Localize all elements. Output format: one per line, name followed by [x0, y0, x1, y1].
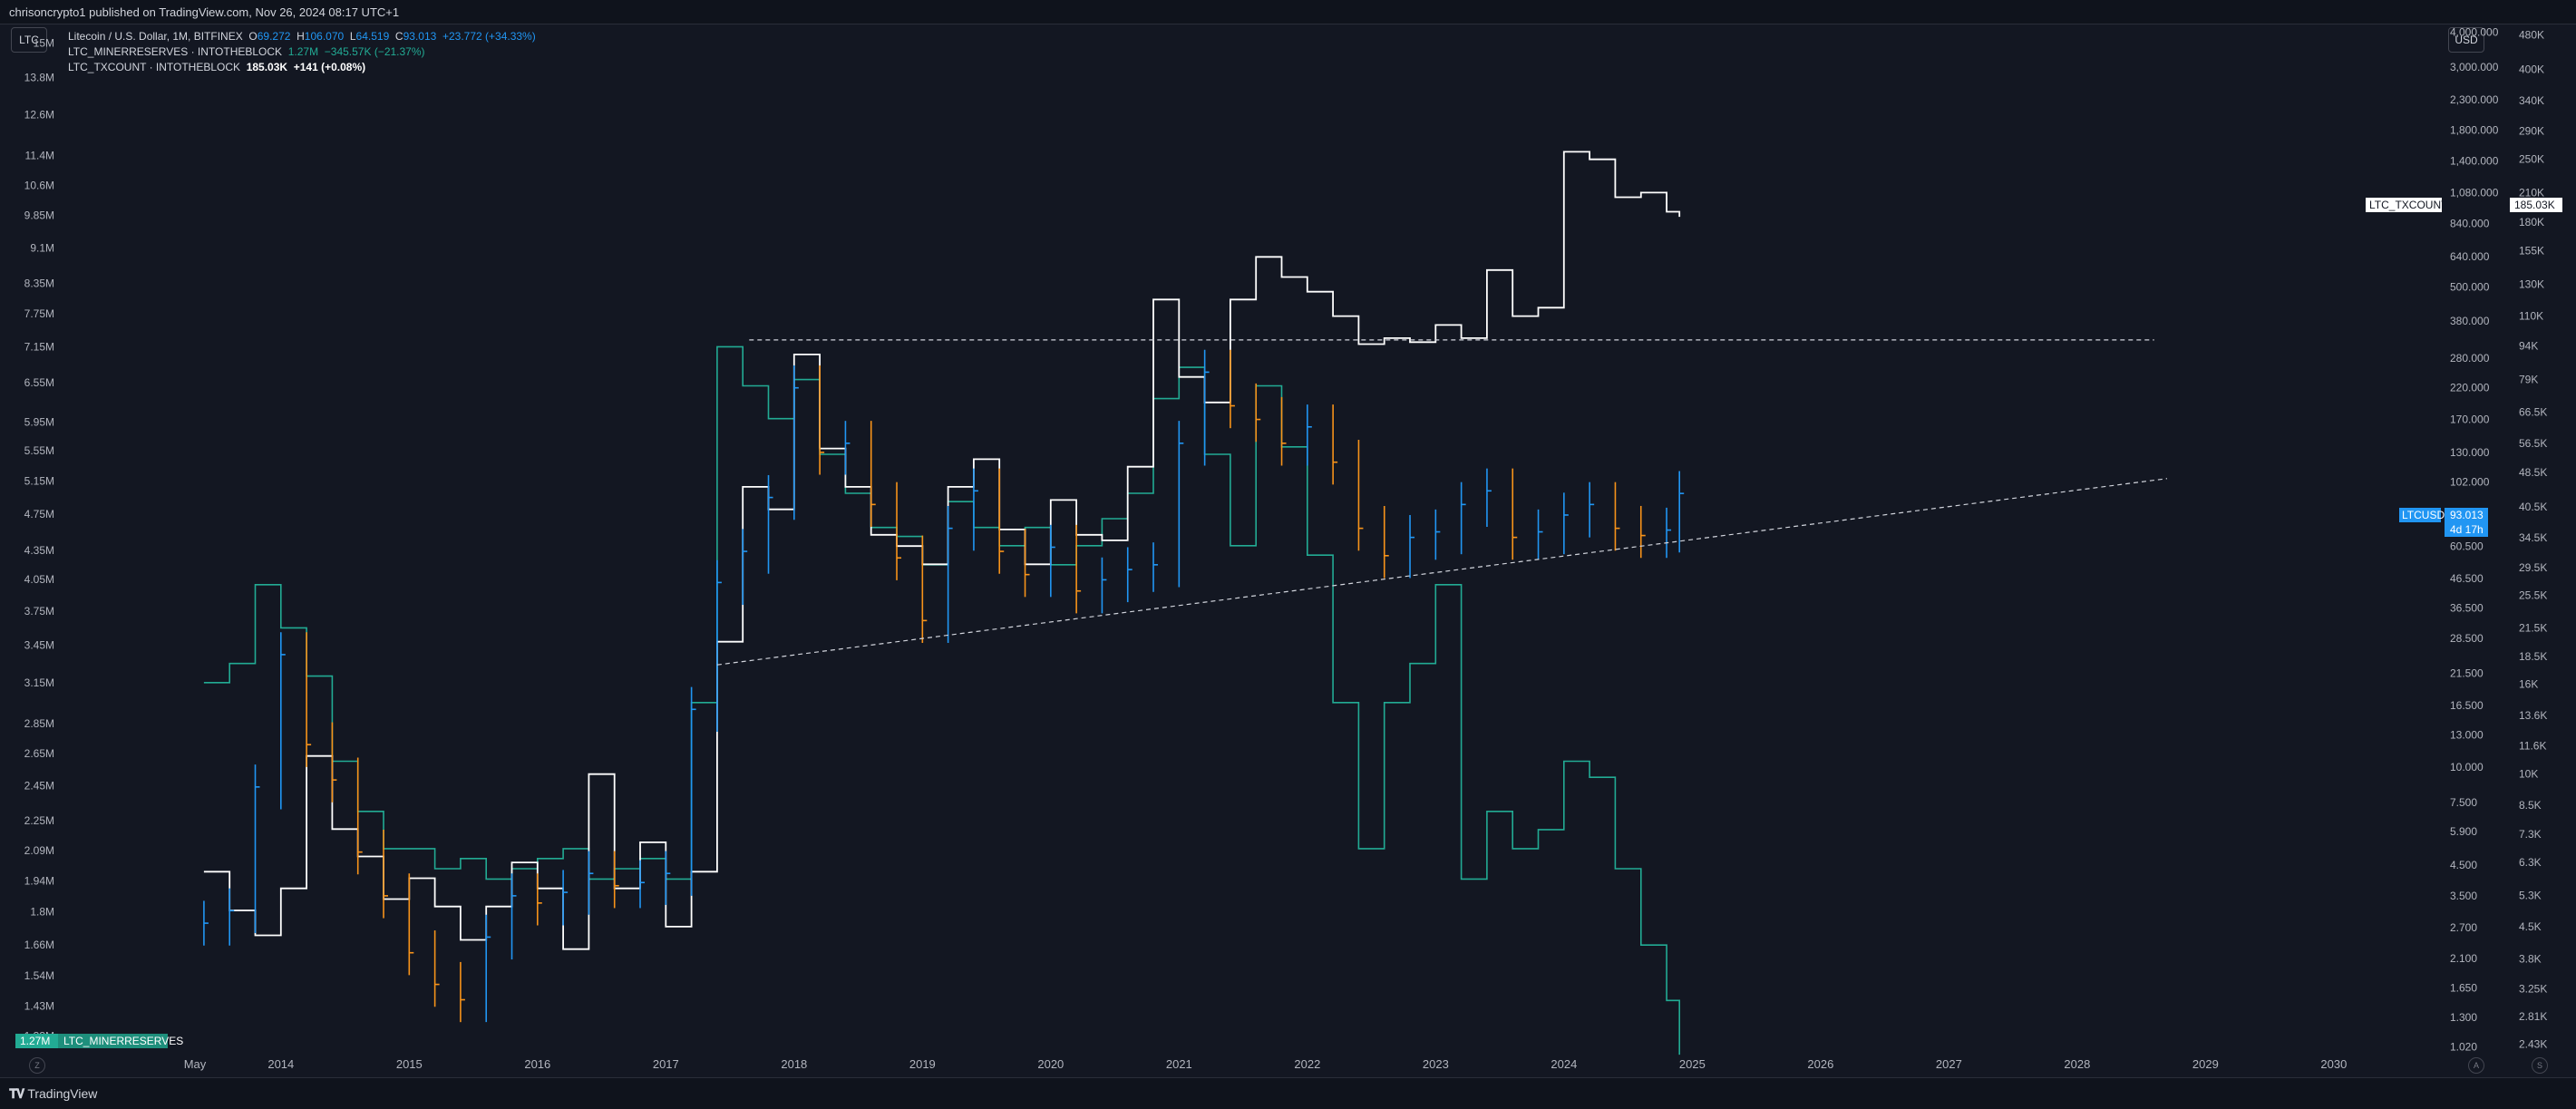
legend-close-value: 93.013: [403, 30, 437, 43]
legend-open-label: O: [248, 30, 258, 43]
chart-legend: Litecoin / U.S. Dollar, 1M, BITFINEX O69…: [68, 29, 536, 75]
legend-main-name: Litecoin / U.S. Dollar, 1M, BITFINEX: [68, 30, 243, 43]
currency-button[interactable]: USD: [2448, 27, 2484, 53]
legend-low-label: L: [349, 30, 356, 43]
legend-tx-name: LTC_TXCOUNT · INTOTHEBLOCK: [68, 61, 241, 73]
settings-scale-button[interactable]: S: [2532, 1057, 2548, 1074]
footer-bar: 𝐓𝐕 TradingView: [0, 1078, 2576, 1109]
legend-close-label: C: [394, 30, 403, 43]
legend-miner-name: LTC_MINERRESERVES · INTOTHEBLOCK: [68, 45, 283, 58]
auto-scale-button[interactable]: A: [2468, 1057, 2484, 1074]
legend-miner[interactable]: LTC_MINERRESERVES · INTOTHEBLOCK 1.27M −…: [68, 44, 536, 60]
zoom-circle-button[interactable]: Z: [29, 1057, 45, 1074]
legend-high-value: 106.070: [304, 30, 345, 43]
legend-miner-change: −345.57K (−21.37%): [324, 45, 425, 58]
legend-main[interactable]: Litecoin / U.S. Dollar, 1M, BITFINEX O69…: [68, 29, 536, 44]
legend-tx-change: +141 (+0.08%): [293, 61, 366, 73]
tradingview-brand: TradingView: [27, 1086, 98, 1101]
legend-open-value: 69.272: [257, 30, 291, 43]
legend-tx[interactable]: LTC_TXCOUNT · INTOTHEBLOCK 185.03K +141 …: [68, 60, 536, 75]
legend-miner-value: 1.27M: [287, 45, 319, 58]
legend-low-value: 64.519: [355, 30, 390, 43]
tradingview-logo[interactable]: 𝐓𝐕 TradingView: [9, 1086, 97, 1102]
symbol-button[interactable]: LTC: [11, 27, 47, 53]
tradingview-mark-icon: 𝐓𝐕: [9, 1086, 24, 1101]
legend-tx-value: 185.03K: [246, 61, 288, 73]
chart-frame[interactable]: [0, 24, 2576, 1078]
legend-high-label: H: [296, 30, 305, 43]
legend-change: +23.772 (+34.33%): [442, 30, 536, 43]
publish-bar: chrisoncrypto1 published on TradingView.…: [0, 0, 2576, 24]
published-info: chrisoncrypto1 published on TradingView.…: [9, 5, 400, 19]
